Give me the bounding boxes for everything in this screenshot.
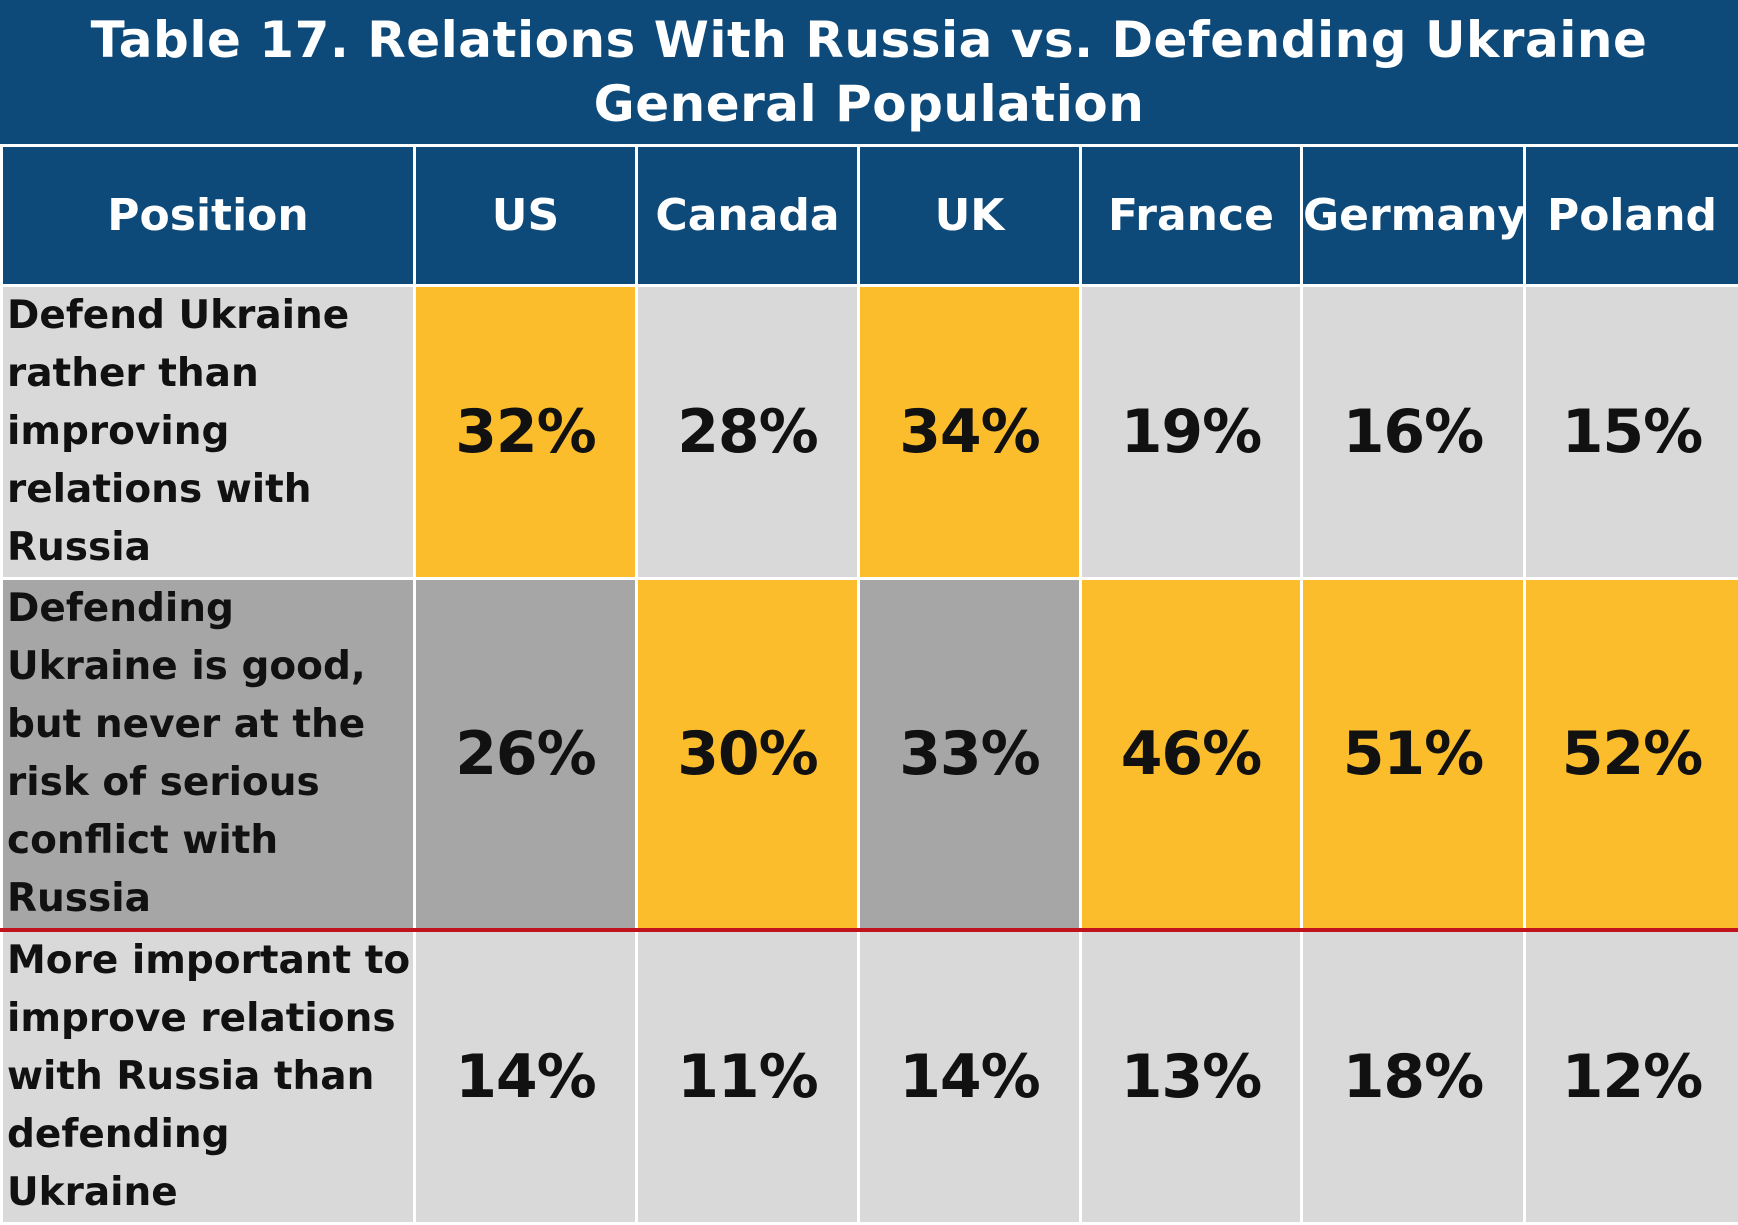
cell-germany: 18% <box>1302 930 1525 1224</box>
cell-canada: 11% <box>637 930 859 1224</box>
cell-us: 26% <box>415 579 637 931</box>
column-header-position: Position <box>2 146 415 286</box>
table-title: Table 17. Relations With Russia vs. Defe… <box>91 8 1648 72</box>
cell-uk: 33% <box>859 579 1081 931</box>
cell-poland: 12% <box>1525 930 1738 1224</box>
results-table: Position US Canada UK France Germany Pol… <box>0 144 1738 1225</box>
cell-germany: 16% <box>1302 286 1525 579</box>
table-row: More important to improve relations with… <box>2 930 1738 1224</box>
cell-uk: 34% <box>859 286 1081 579</box>
table-subtitle: General Population <box>594 72 1145 136</box>
column-header-france: France <box>1081 146 1302 286</box>
cell-france: 46% <box>1081 579 1302 931</box>
title-bar: Table 17. Relations With Russia vs. Defe… <box>0 0 1738 144</box>
column-header-canada: Canada <box>637 146 859 286</box>
row-label-defend-but-no-conflict: Defending Ukraine is good, but never at … <box>2 579 415 931</box>
cell-poland: 52% <box>1525 579 1738 931</box>
table-row: Defending Ukraine is good, but never at … <box>2 579 1738 931</box>
cell-france: 13% <box>1081 930 1302 1224</box>
cell-poland: 15% <box>1525 286 1738 579</box>
cell-uk: 14% <box>859 930 1081 1224</box>
header-row: Position US Canada UK France Germany Pol… <box>2 146 1738 286</box>
cell-us: 32% <box>415 286 637 579</box>
table-row: Defend Ukraine rather than improving rel… <box>2 286 1738 579</box>
row-label-defend-ukraine: Defend Ukraine rather than improving rel… <box>2 286 415 579</box>
column-header-poland: Poland <box>1525 146 1738 286</box>
row-label-improve-relations: More important to improve relations with… <box>2 930 415 1224</box>
column-header-uk: UK <box>859 146 1081 286</box>
cell-us: 14% <box>415 930 637 1224</box>
cell-france: 19% <box>1081 286 1302 579</box>
cell-germany: 51% <box>1302 579 1525 931</box>
column-header-germany: Germany <box>1302 146 1525 286</box>
column-header-us: US <box>415 146 637 286</box>
cell-canada: 28% <box>637 286 859 579</box>
cell-canada: 30% <box>637 579 859 931</box>
